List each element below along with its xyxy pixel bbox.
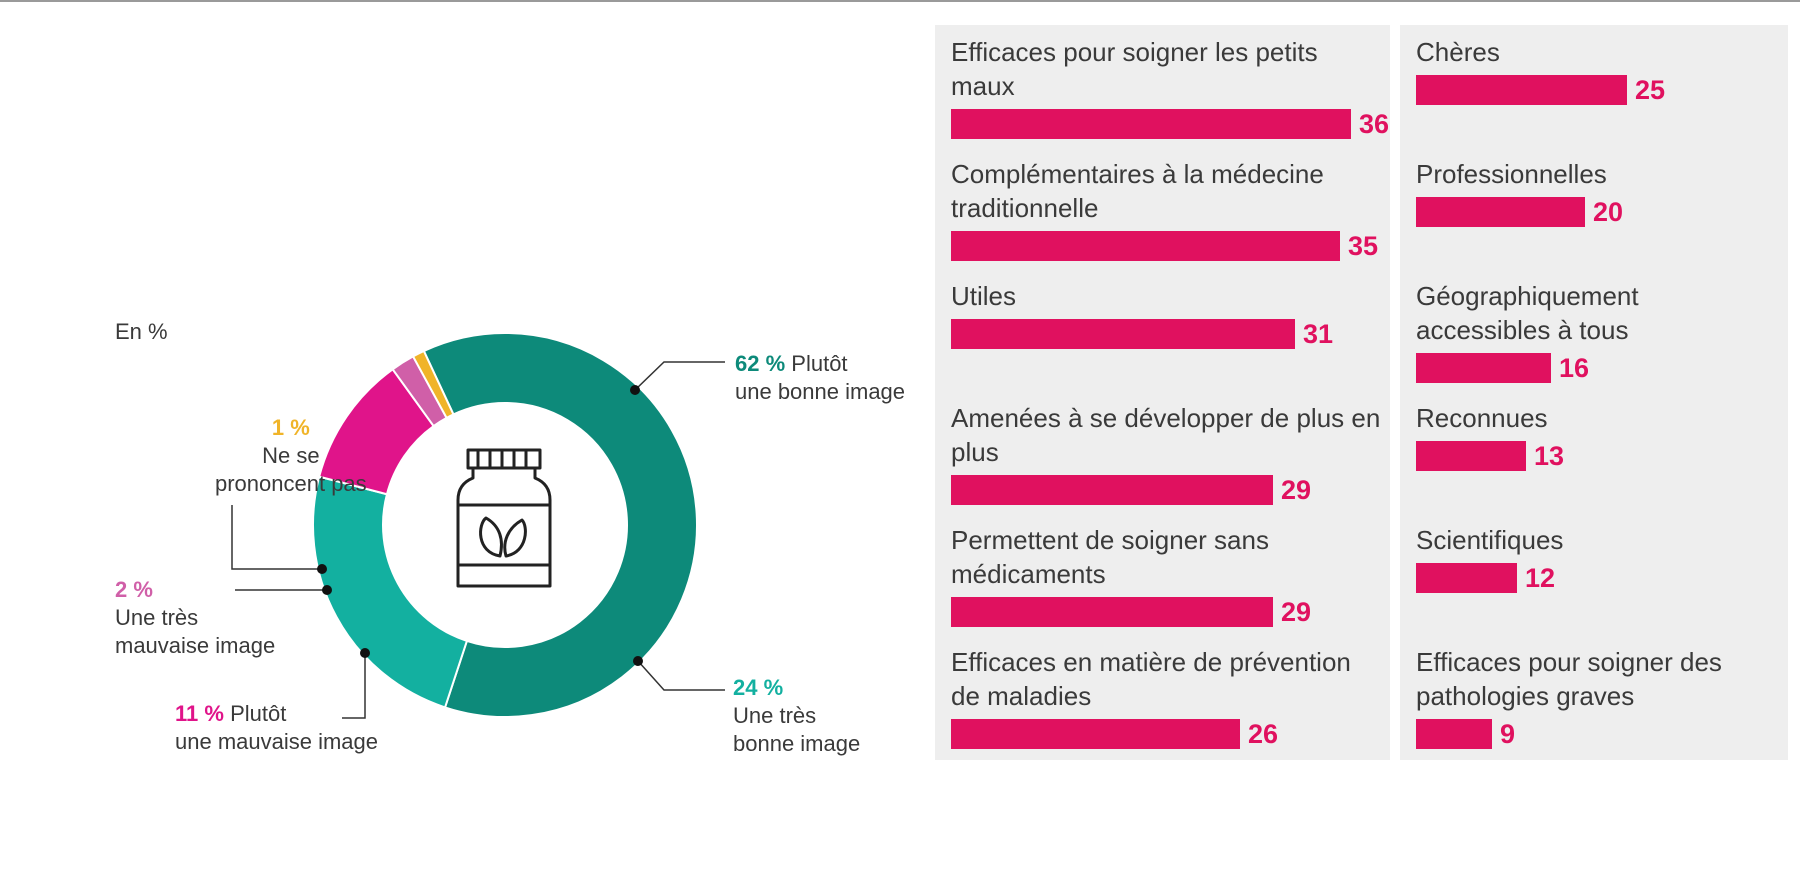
slice-text-bonne-2: une bonne image bbox=[735, 379, 906, 404]
slice-text-tres-bonne-1: Une très bbox=[733, 703, 817, 728]
bar-row: 31 bbox=[951, 317, 1382, 351]
bar-value-label: 26 bbox=[1248, 719, 1279, 749]
slice-text-mauvaise-2: une mauvaise image bbox=[175, 729, 379, 754]
leader-line-bonne bbox=[634, 361, 725, 391]
bar-label: Géographiquement accessibles à tous bbox=[1416, 281, 1639, 345]
bar-label: Amenées à se développer de plus en plus bbox=[951, 403, 1381, 467]
bar-value-label: 35 bbox=[1348, 231, 1379, 261]
donut-slice-bonne bbox=[422, 332, 698, 718]
slice-pct-tres-mauvaise: 2 % bbox=[115, 577, 153, 602]
bar-value-label: 36 bbox=[1359, 109, 1390, 139]
bar-row: 36 bbox=[951, 107, 1389, 141]
slice-label-bonne: 62 % Plutôt une bonne image bbox=[735, 350, 905, 406]
slice-text-tres-mauvaise-2: mauvaise image bbox=[115, 633, 276, 658]
slice-pct-tres-bonne: 24 % bbox=[733, 675, 784, 700]
bar-row: 29 bbox=[951, 473, 1382, 507]
bar-row: 12 bbox=[1416, 561, 1780, 595]
bar-value-label: 16 bbox=[1559, 353, 1590, 383]
bar-item: Complémentaires à la médecine traditionn… bbox=[951, 157, 1382, 263]
bar-item: Permettent de soigner sans médicaments 29 bbox=[951, 523, 1382, 629]
slice-text-mauvaise-1: Plutôt bbox=[230, 701, 287, 726]
bar bbox=[1416, 197, 1585, 227]
donut-chart: En % 62 % Plutôt une bonne image 24 % Un… bbox=[115, 319, 905, 758]
bar bbox=[951, 475, 1273, 505]
bar-row: 9 bbox=[1416, 717, 1780, 751]
bar-item: Professionnelles 20 bbox=[1416, 157, 1780, 229]
bar-label: Permettent de soigner sans médicaments bbox=[951, 525, 1269, 589]
bar-value-label: 20 bbox=[1593, 197, 1624, 227]
slice-label-tres-mauvaise: 2 % Une très mauvaise image bbox=[115, 576, 275, 660]
slice-text-nsp-1: Ne se bbox=[262, 443, 320, 468]
bar-item: Reconnues 13 bbox=[1416, 401, 1780, 473]
slice-text-bonne-1: Plutôt bbox=[791, 351, 848, 376]
slice-text-tres-bonne-2: bonne image bbox=[733, 731, 861, 756]
bar bbox=[1416, 441, 1526, 471]
bar bbox=[951, 109, 1351, 139]
bar-label: Complémentaires à la médecine traditionn… bbox=[951, 159, 1324, 223]
bar-item: Utiles 31 bbox=[951, 279, 1382, 351]
bar-item: Efficaces en matière de prévention de ma… bbox=[951, 645, 1382, 751]
bar-row: 20 bbox=[1416, 195, 1780, 229]
bar bbox=[951, 597, 1273, 627]
top-divider-line bbox=[0, 0, 1800, 2]
bar bbox=[1416, 719, 1492, 749]
slice-pct-bonne: 62 % bbox=[735, 351, 786, 376]
bar-item: Efficaces pour soigner les petits maux 36 bbox=[951, 35, 1389, 141]
bar-value-label: 29 bbox=[1281, 597, 1312, 627]
bar-row: 13 bbox=[1416, 439, 1780, 473]
leader-line-mauvaise bbox=[342, 653, 366, 719]
bar bbox=[951, 319, 1295, 349]
donut-slice-nsp bbox=[411, 349, 455, 420]
bar-value-label: 13 bbox=[1534, 441, 1565, 471]
leader-dot-nsp bbox=[317, 564, 327, 574]
bar-label: Chères bbox=[1416, 37, 1500, 67]
bar bbox=[951, 719, 1240, 749]
donut-slice-tres-bonne bbox=[312, 475, 469, 709]
slice-text-nsp-2: prononcent pas bbox=[215, 471, 367, 496]
bar-row: 35 bbox=[951, 229, 1382, 263]
bar-panel-left: Efficaces pour soigner les petits maux 36… bbox=[935, 25, 1390, 760]
slice-label-tres-bonne: 24 % Une très bonne image bbox=[733, 674, 860, 758]
bar-panel-right: Chères 25 Professionnelles 20 Géographiqueme… bbox=[1400, 25, 1788, 760]
bar-row: 16 bbox=[1416, 351, 1780, 385]
bar-label: Reconnues bbox=[1416, 403, 1548, 433]
slice-text-tres-mauvaise-1: Une très bbox=[115, 605, 199, 630]
slice-label-mauvaise: 11 % Plutôt une mauvaise image bbox=[175, 700, 378, 756]
slice-label-nsp: 1 % Ne se prononcent pas bbox=[215, 414, 367, 498]
leader-dot-mauvaise bbox=[360, 648, 370, 658]
leader-dot-tres-bonne bbox=[633, 656, 643, 666]
bar-value-label: 9 bbox=[1500, 719, 1516, 749]
slice-pct-mauvaise: 11 % bbox=[175, 701, 224, 726]
bar bbox=[1416, 353, 1551, 383]
bar-row: 26 bbox=[951, 717, 1382, 751]
bar-label: Efficaces en matière de prévention de ma… bbox=[951, 647, 1351, 711]
bar bbox=[1416, 75, 1627, 105]
bar-value-label: 31 bbox=[1303, 319, 1334, 349]
bar-row: 29 bbox=[951, 595, 1382, 629]
leader-dot-bonne bbox=[630, 385, 640, 395]
bar-row: 25 bbox=[1416, 73, 1780, 107]
bar-value-label: 25 bbox=[1635, 75, 1666, 105]
leader-dot-tres-mauvaise bbox=[322, 585, 332, 595]
leader-line-nsp bbox=[231, 505, 322, 570]
bar-label: Professionnelles bbox=[1416, 159, 1607, 189]
bar-value-label: 12 bbox=[1525, 563, 1556, 593]
slice-pct-nsp: 1 % bbox=[271, 415, 310, 440]
bar-label: Scientifiques bbox=[1416, 525, 1564, 555]
bar-item: Efficaces pour soigner des pathologies g… bbox=[1416, 645, 1780, 751]
bar bbox=[951, 231, 1340, 261]
bar-item: Chères 25 bbox=[1416, 35, 1780, 107]
bar-item: Géographiquement accessibles à tous 16 bbox=[1416, 279, 1780, 385]
unit-label: En % bbox=[115, 319, 168, 344]
bar-value-label: 29 bbox=[1281, 475, 1312, 505]
bar-item: Scientifiques 12 bbox=[1416, 523, 1780, 595]
bar bbox=[1416, 563, 1517, 593]
leader-line-tres-bonne bbox=[637, 660, 725, 691]
bar-label: Efficaces pour soigner des pathologies g… bbox=[1416, 647, 1722, 711]
medicine-bottle-leaf-icon bbox=[456, 448, 552, 588]
bar-item: Amenées à se développer de plus en plus 2… bbox=[951, 401, 1382, 507]
bar-label: Utiles bbox=[951, 281, 1017, 311]
bar-label: Efficaces pour soigner les petits maux bbox=[951, 37, 1318, 101]
donut-svg bbox=[231, 332, 725, 719]
